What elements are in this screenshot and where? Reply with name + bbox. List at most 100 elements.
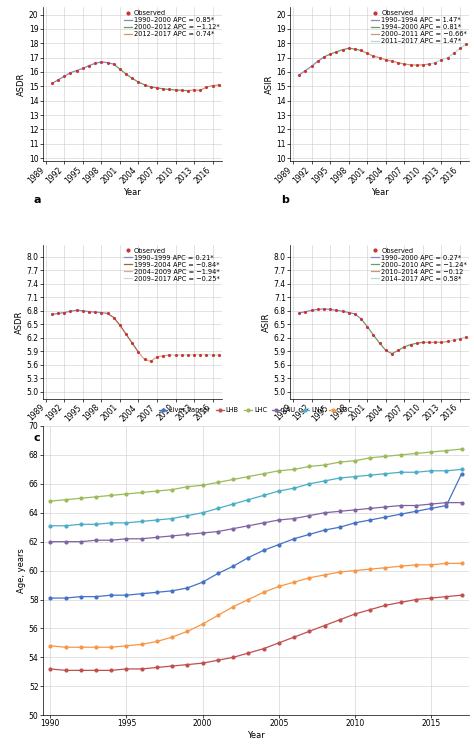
LHB [428,594,434,603]
LOC [63,643,68,652]
X-axis label: Year: Year [123,188,141,197]
LHB [398,598,403,607]
Line: LHB: LHB [49,594,463,672]
LHB [444,592,449,601]
LOC [352,566,358,575]
LAU [230,524,236,533]
Text: d: d [281,433,289,443]
LOC [47,641,53,650]
Liver cancer [261,546,266,555]
Y-axis label: ASDR: ASDR [15,311,24,334]
Liver cancer [124,591,129,600]
LNA [383,469,388,478]
LAU [413,501,419,510]
LOC [367,565,373,574]
Liver cancer [459,469,465,478]
LNA [215,504,221,513]
LNA [306,479,312,488]
LNA [291,484,297,492]
Liver cancer [337,523,343,532]
LAU [169,531,175,540]
Text: b: b [281,194,289,205]
Liver cancer [413,507,419,516]
LAU [459,498,465,507]
LOC [398,562,403,571]
X-axis label: Year: Year [371,425,389,435]
LNA [276,486,282,495]
LHC [109,491,114,500]
LAU [93,536,99,545]
LOC [169,633,175,641]
LHC [230,475,236,484]
LNA [124,519,129,527]
Liver cancer [230,562,236,571]
Liver cancer [47,594,53,603]
LHB [352,609,358,618]
Liver cancer [291,534,297,543]
LAU [47,537,53,546]
LNA [322,477,328,486]
Y-axis label: ASDR: ASDR [17,72,26,96]
Y-axis label: ASIR: ASIR [264,74,273,94]
LOC [200,620,205,629]
LHB [383,600,388,609]
Y-axis label: ASIR: ASIR [262,312,271,332]
X-axis label: Year: Year [123,425,141,435]
LHB [459,591,465,600]
LAU [184,530,190,539]
LHC [139,488,145,497]
LNA [230,500,236,509]
LHB [200,659,205,668]
LNA [261,491,266,500]
LHB [261,644,266,653]
LNA [428,466,434,475]
LOC [337,568,343,577]
LHB [322,621,328,630]
Line: LAU: LAU [49,501,463,543]
Liver cancer [154,588,160,597]
LNA [47,522,53,530]
LHC [124,489,129,498]
LOC [215,611,221,620]
Liver cancer [367,516,373,524]
LHC [47,497,53,506]
LNA [169,514,175,523]
LHB [78,666,83,675]
LHC [306,462,312,471]
Liver cancer [215,569,221,578]
LOC [139,640,145,649]
Liver cancer [352,519,358,527]
LAU [261,519,266,527]
LAU [139,534,145,543]
LHB [184,660,190,669]
Legend: Observed, 1990–2000 APC = 0.27*, 2000–2010 APC = −1.24*, 2010–2014 APC = −0.12, : Observed, 1990–2000 APC = 0.27*, 2000–20… [371,247,468,282]
LHC [444,446,449,455]
Legend: Liver cancer, LHB, LHC, LAU, LNA, LOC: Liver cancer, LHB, LHC, LAU, LNA, LOC [159,406,353,413]
LAU [306,511,312,520]
LHC [398,451,403,460]
LHB [47,665,53,673]
LOC [93,643,99,652]
LHB [109,666,114,675]
LHB [169,662,175,671]
LHB [124,665,129,673]
LNA [139,517,145,526]
Liver cancer [322,526,328,535]
X-axis label: Year: Year [247,731,265,740]
LAU [322,508,328,517]
LNA [184,511,190,520]
Text: c: c [34,433,40,443]
LAU [215,527,221,536]
LAU [63,537,68,546]
LHB [367,605,373,614]
Liver cancer [276,540,282,549]
LHB [291,633,297,641]
Liver cancer [383,513,388,522]
LHC [367,453,373,462]
LHB [230,653,236,662]
LAU [352,505,358,514]
LNA [459,465,465,474]
LHC [93,492,99,501]
LAU [109,536,114,545]
LOC [276,582,282,591]
